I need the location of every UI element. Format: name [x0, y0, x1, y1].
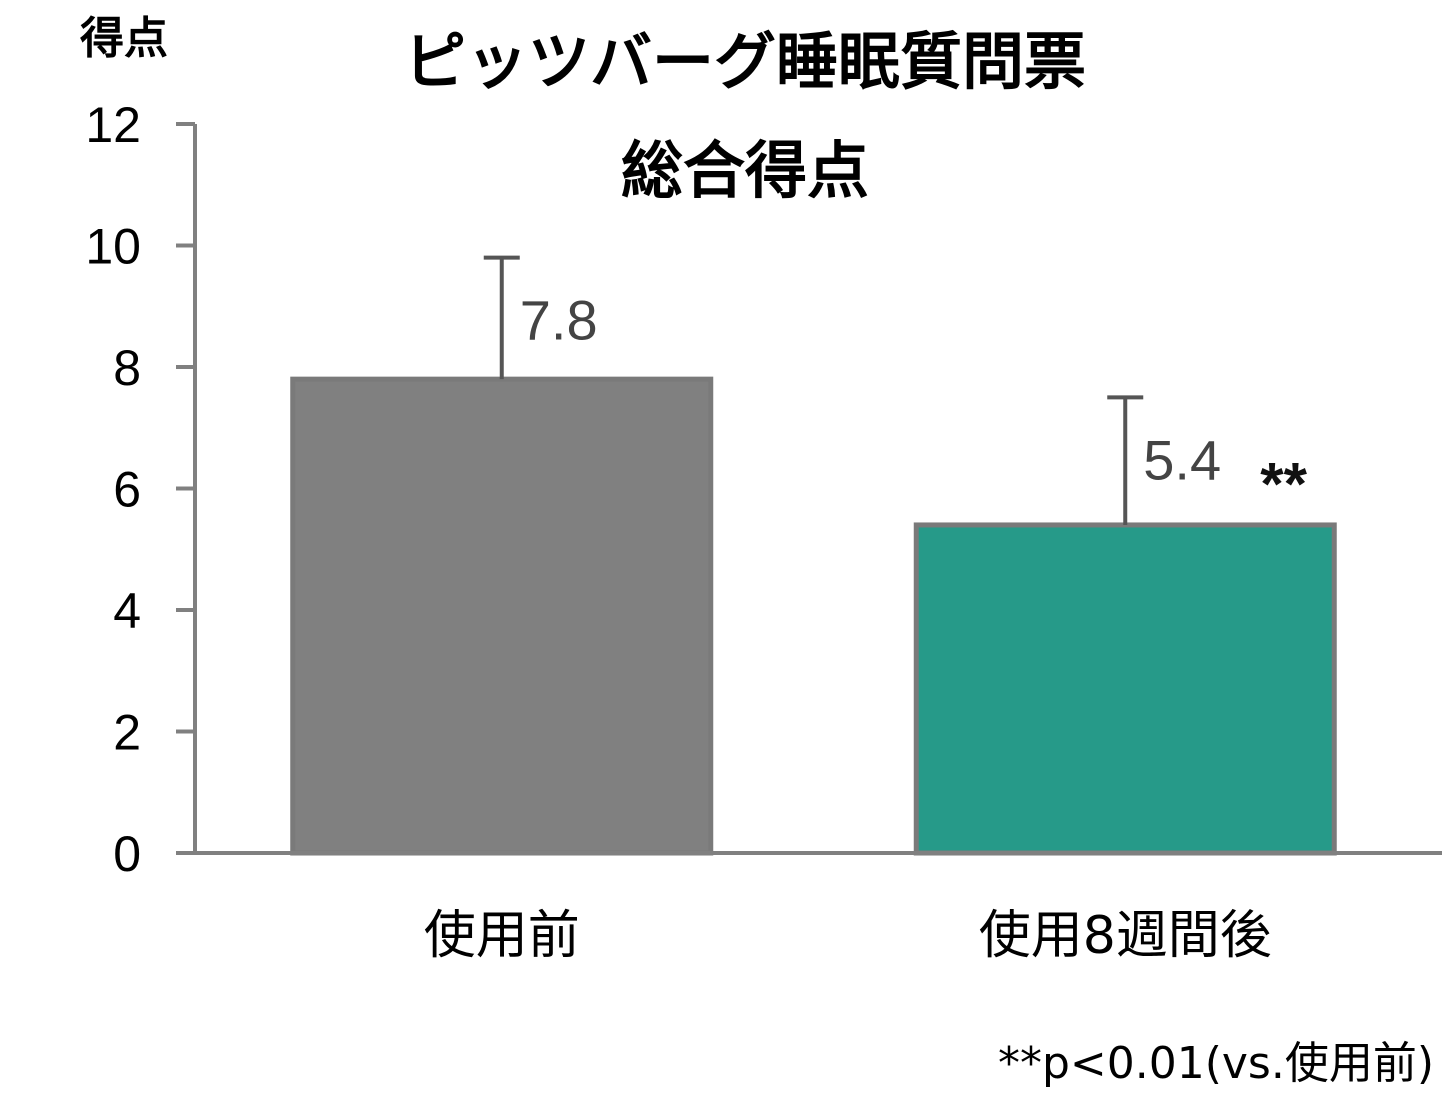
error-bars-layer: [483, 255, 1144, 525]
y-tick-label-4: 4: [113, 583, 141, 639]
chart-subtitle: 総合得点: [621, 134, 869, 207]
y-tick-label-0: 0: [113, 826, 141, 882]
significance-marker-1: **: [1260, 450, 1307, 517]
chart-title: ピッツバーグ睡眠質問票: [404, 25, 1086, 98]
y-axis-label: 得点: [79, 13, 168, 64]
y-tick-label-8: 8: [113, 340, 141, 396]
y-tick-label-6: 6: [113, 462, 141, 518]
footnote: **p<0.01(vs.使用前): [998, 1038, 1434, 1089]
y-tick-label-10: 10: [85, 219, 141, 275]
bar-2: [913, 522, 1337, 856]
y-tick-label-2: 2: [113, 705, 141, 761]
value-label-2: 5.4: [1143, 428, 1221, 491]
y-tick-label-12: 12: [85, 97, 141, 153]
labels-layer: 7.8 使用前 5.4 使用8週間後 ** 0 2 4 6 8 10 12: [85, 97, 1307, 966]
bar-1: [290, 376, 714, 856]
value-label-1: 7.8: [520, 289, 598, 352]
category-label-1: 使用前: [424, 906, 580, 966]
category-label-2: 使用8週間後: [979, 906, 1272, 966]
bars-layer: [290, 376, 1337, 856]
axes-layer: [176, 122, 1442, 855]
